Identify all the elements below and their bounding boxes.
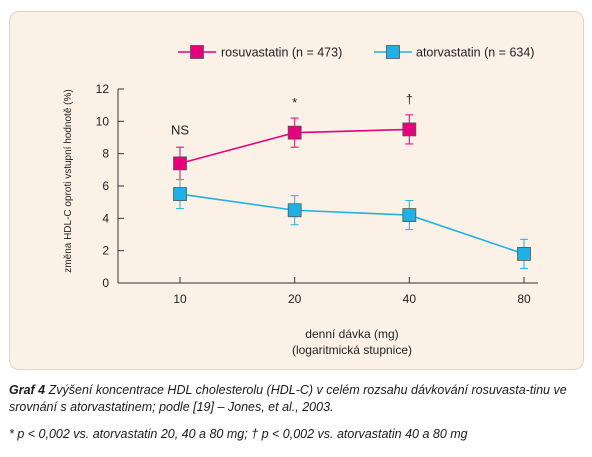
y-tick-label: 0 [102, 276, 109, 290]
rosuvastatin-point [173, 156, 187, 171]
atorvastatin-point [173, 187, 187, 201]
x-axis: 10 20 40 80 denní dávka (mg) (logaritmická st… [118, 277, 538, 357]
atorvastatin-point [402, 208, 417, 223]
y-tick-label: 12 [96, 82, 110, 96]
significance-annotation: * [292, 95, 297, 110]
atorvastatin-point [287, 203, 302, 218]
rosuvastatin-point [402, 122, 417, 137]
x-axis-label: denní dávka (mg) [305, 327, 398, 341]
chart-panel: rosuvastatin (n = 473) atorvastatin (n = … [9, 11, 584, 370]
caption-text: Zvýšení koncentrace HDL cholesterolu (HD… [9, 383, 567, 414]
significance-annotation: NS [171, 122, 189, 137]
legend-atorvastatin-marker [386, 45, 400, 59]
legend: rosuvastatin (n = 473) atorvastatin (n = … [178, 45, 534, 60]
y-tick-label: 8 [102, 147, 109, 161]
caption-footnote: * p < 0,002 vs. atorvastatin 20, 40 a 80… [9, 427, 468, 441]
x-tick-label: 10 [173, 292, 187, 306]
y-tick-label: 6 [102, 179, 109, 193]
atorvastatin-line [179, 193, 525, 255]
significance-annotation: † [406, 92, 413, 107]
atorvastatin-point [517, 246, 531, 261]
rosuvastatin-point [287, 125, 302, 140]
figure-caption: Graf 4 Zvýšení koncentrace HDL cholester… [9, 382, 587, 416]
legend-atorvastatin-label: atorvastatin (n = 634) [416, 46, 534, 60]
x-tick-label: 40 [403, 292, 417, 306]
chart: rosuvastatin (n = 473) atorvastatin (n = … [63, 45, 538, 357]
y-axis: 0 2 4 6 8 10 12 změna HDL-C oproti vstupní hodn… [63, 82, 124, 290]
y-tick-label: 10 [96, 114, 110, 128]
x-tick-label: 80 [517, 292, 531, 306]
annotations: NS * † [171, 92, 413, 138]
x-tick-label: 20 [288, 292, 302, 306]
series-layer [173, 114, 531, 269]
y-axis-label: změna HDL-C oproti vstupní hodnotě (%) [63, 89, 74, 272]
y-tick-label: 2 [102, 244, 109, 258]
legend-rosuvastatin-label: rosuvastatin (n = 473) [221, 46, 342, 60]
caption-label: Graf 4 [9, 383, 46, 397]
y-tick-label: 4 [102, 211, 109, 225]
legend-rosuvastatin-marker [190, 45, 204, 59]
x-axis-sublabel: (logaritmická stupnice) [292, 343, 412, 357]
